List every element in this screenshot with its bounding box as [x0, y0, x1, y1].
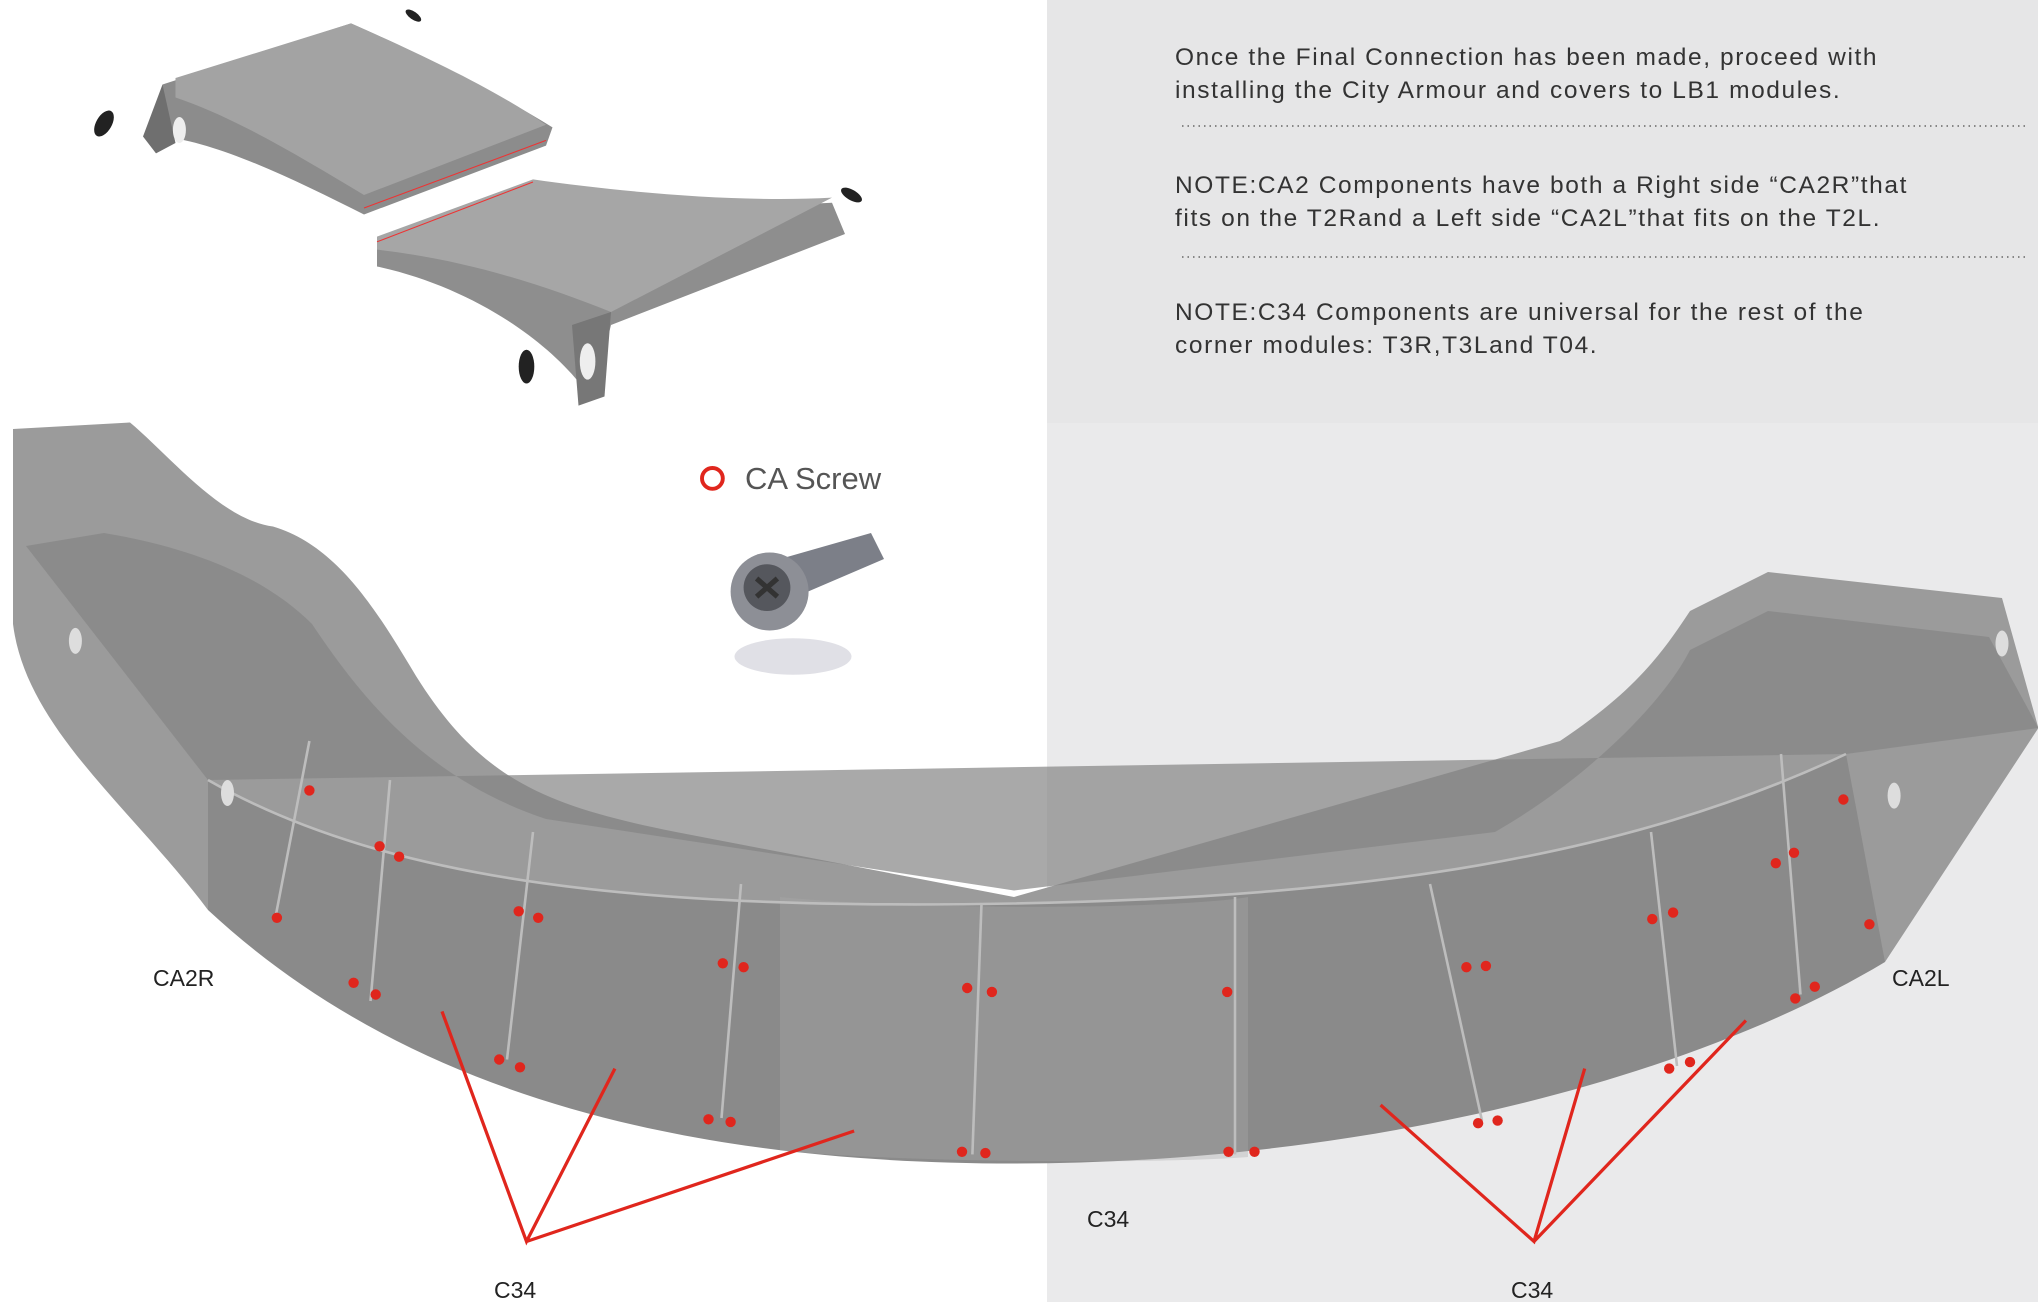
paragraph-line: Once the Final Connection has been made,…: [1175, 44, 1878, 71]
page-canvas: Once the Final Connection has been made,…: [0, 0, 2038, 1302]
part-label: C34: [1511, 1277, 1553, 1302]
page: Once the Final Connection has been made,…: [0, 0, 2038, 1302]
paragraph-line: installing the City Armour and covers to…: [1175, 77, 1841, 104]
note-line: corner modules: T3R,T3Land T04.: [1175, 332, 1598, 359]
top-assembly: [90, 7, 864, 405]
screw-legend: CA Screw: [745, 461, 882, 496]
part-label: C34: [1087, 1206, 1129, 1232]
screw-image: [731, 533, 884, 675]
note-line: NOTE:CA2 Components have both a Right si…: [1175, 172, 1908, 199]
part-label: CA2L: [1892, 965, 1950, 991]
part-label: CA2R: [153, 965, 214, 991]
part-label: C34: [494, 1277, 536, 1302]
note-line: NOTE:C34 Components are universal for th…: [1175, 299, 1864, 326]
screw-legend-icon: [702, 468, 723, 489]
note-line: fits on the T2Rand a Left side “CA2L”tha…: [1175, 205, 1881, 232]
